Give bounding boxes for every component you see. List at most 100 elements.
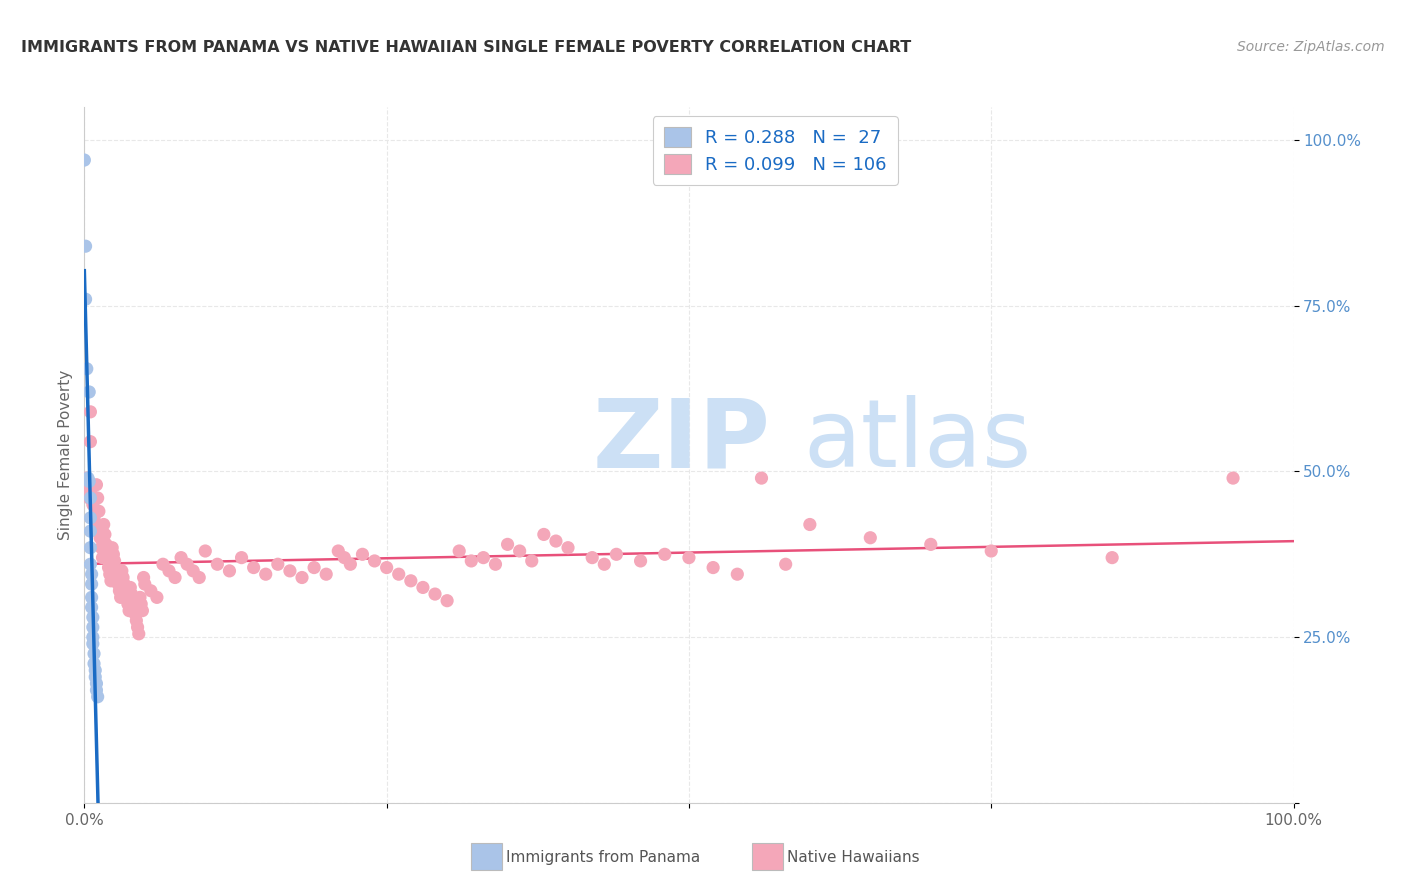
Point	[194, 544, 217, 558]
Point	[93, 517, 115, 532]
Point	[654, 547, 676, 561]
Point	[83, 511, 105, 525]
Point	[593, 558, 616, 572]
Point	[412, 581, 434, 595]
Text: atlas: atlas	[804, 395, 1032, 487]
Point	[79, 541, 101, 555]
Point	[278, 564, 301, 578]
Point	[100, 574, 122, 588]
Point	[157, 564, 180, 578]
Point	[134, 577, 156, 591]
Point	[77, 471, 100, 485]
Point	[218, 564, 240, 578]
Point	[436, 593, 458, 607]
Point	[859, 531, 882, 545]
Point	[678, 550, 700, 565]
Point	[114, 583, 136, 598]
Point	[91, 550, 114, 565]
Point	[73, 153, 96, 167]
Point	[775, 558, 797, 572]
Point	[80, 577, 103, 591]
Point	[509, 544, 531, 558]
Point	[79, 491, 101, 505]
Point	[207, 558, 229, 572]
Point	[472, 550, 495, 565]
Point	[77, 491, 100, 505]
Point	[127, 620, 149, 634]
Point	[82, 620, 104, 634]
Point	[581, 550, 603, 565]
Point	[315, 567, 337, 582]
Point	[129, 591, 152, 605]
Point	[112, 577, 135, 591]
Point	[79, 558, 101, 572]
Point	[702, 560, 724, 574]
Point	[83, 647, 105, 661]
Point	[87, 504, 110, 518]
Point	[77, 481, 100, 495]
Point	[176, 558, 198, 572]
Point	[83, 657, 105, 671]
Point	[124, 607, 146, 621]
Point	[725, 567, 748, 582]
Point	[328, 544, 350, 558]
Point	[107, 577, 129, 591]
Point	[254, 567, 277, 582]
Point	[89, 531, 111, 545]
Point	[231, 550, 253, 565]
Point	[339, 558, 361, 572]
Point	[86, 676, 108, 690]
Point	[496, 537, 519, 551]
Point	[533, 527, 555, 541]
Point	[605, 547, 627, 561]
Point	[86, 491, 108, 505]
Point	[557, 541, 579, 555]
Point	[544, 534, 567, 549]
Point	[399, 574, 422, 588]
Legend: R = 0.288   N =  27, R = 0.099   N = 106: R = 0.288 N = 27, R = 0.099 N = 106	[652, 116, 897, 185]
Point	[86, 683, 108, 698]
Point	[105, 570, 128, 584]
Point	[111, 564, 134, 578]
Point	[333, 550, 356, 565]
Point	[242, 560, 264, 574]
Y-axis label: Single Female Poverty: Single Female Poverty	[58, 370, 73, 540]
Point	[77, 475, 100, 489]
Point	[352, 547, 374, 561]
Point	[104, 564, 127, 578]
Point	[98, 567, 121, 582]
Point	[82, 630, 104, 644]
Text: ZIP: ZIP	[592, 394, 770, 488]
Point	[79, 405, 101, 419]
Point	[375, 560, 398, 574]
Point	[121, 587, 143, 601]
Point	[96, 547, 118, 561]
Point	[75, 239, 97, 253]
Point	[110, 591, 132, 605]
Point	[484, 558, 506, 572]
Point	[115, 591, 138, 605]
Point	[84, 670, 107, 684]
Point	[94, 527, 117, 541]
Point	[920, 537, 942, 551]
Point	[520, 554, 543, 568]
Point	[82, 610, 104, 624]
Point	[122, 600, 145, 615]
Point	[77, 384, 100, 399]
Point	[79, 524, 101, 538]
Point	[120, 581, 142, 595]
Point	[80, 591, 103, 605]
Point	[152, 558, 174, 572]
Point	[76, 361, 98, 376]
Point	[460, 554, 482, 568]
Point	[82, 637, 104, 651]
Text: Source: ZipAtlas.com: Source: ZipAtlas.com	[1237, 40, 1385, 54]
Point	[121, 593, 143, 607]
Point	[363, 554, 385, 568]
Point	[1222, 471, 1244, 485]
Point	[80, 600, 103, 615]
Point	[80, 488, 103, 502]
Point	[94, 537, 117, 551]
Point	[181, 564, 204, 578]
Point	[79, 511, 101, 525]
